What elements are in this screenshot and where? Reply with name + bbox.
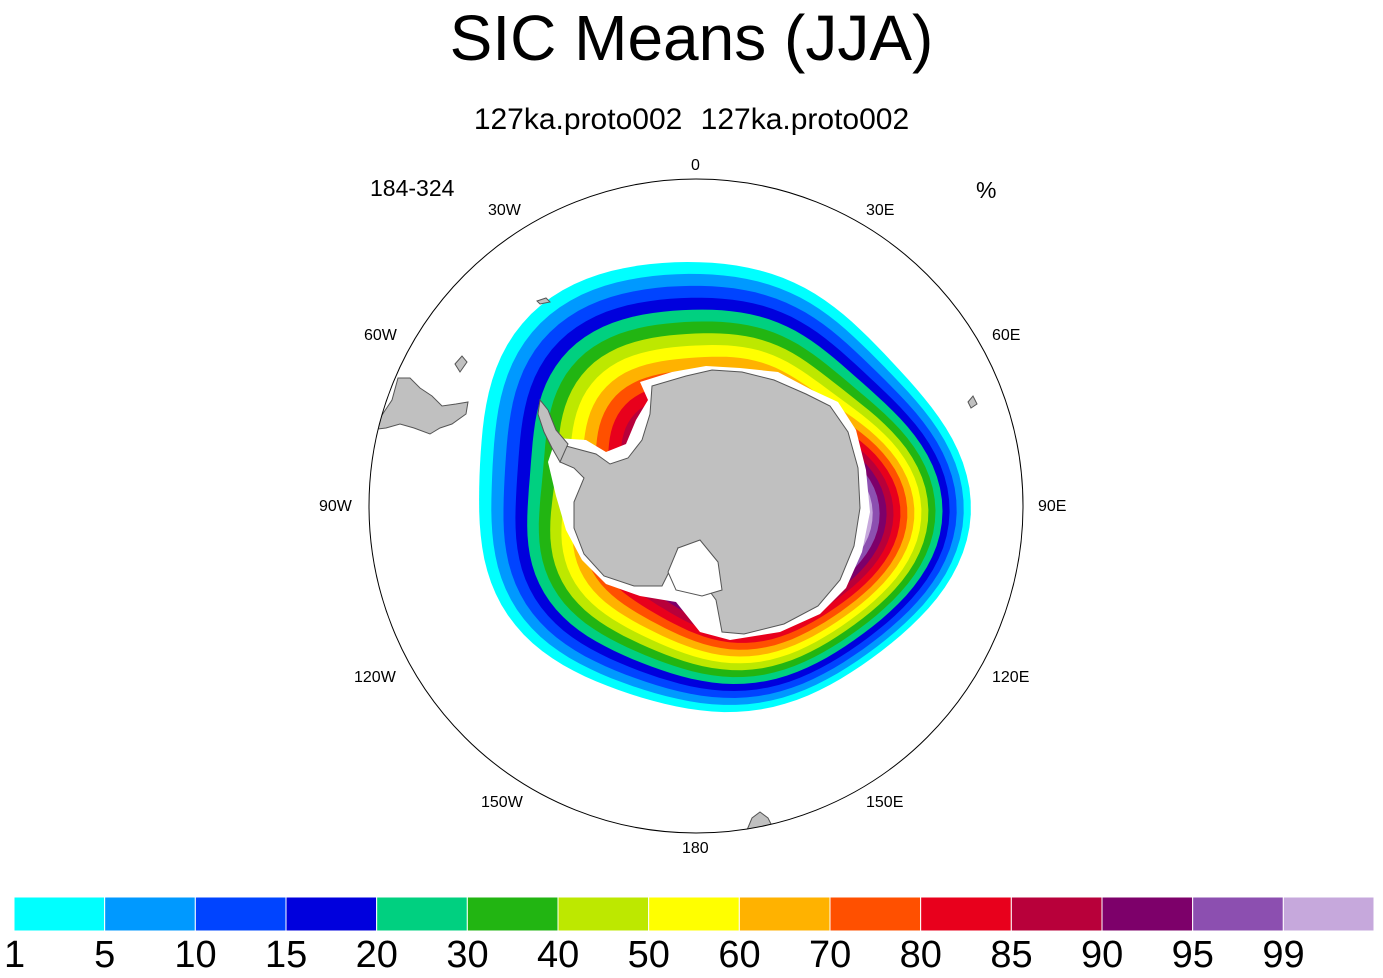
colorbar-swatch xyxy=(920,896,1012,932)
colorbar-label: 1 xyxy=(4,934,26,976)
colorbar-label: 30 xyxy=(446,934,489,976)
colorbar-swatch xyxy=(466,896,559,932)
colorbar-label: 95 xyxy=(1171,934,1214,976)
lon-label-0: 0 xyxy=(691,157,700,174)
lon-label-90w: 90W xyxy=(319,498,352,515)
island-kerguelen xyxy=(967,395,978,409)
colorbar-swatch xyxy=(557,896,650,932)
colorbar-swatch xyxy=(1192,896,1284,932)
lon-label-30e: 30E xyxy=(866,202,895,219)
colorbar-swatch xyxy=(1282,896,1375,932)
island-south-georgia xyxy=(536,297,552,305)
map-perimeter xyxy=(368,178,1024,834)
lon-label-60w: 60W xyxy=(364,327,397,344)
colorbar-label: 90 xyxy=(1081,934,1124,976)
colorbar-label: 80 xyxy=(899,934,942,976)
colorbar-label: 50 xyxy=(627,934,670,976)
antarctic-peninsula xyxy=(537,398,569,464)
lon-label-30w: 30W xyxy=(488,202,521,219)
colorbar-label: 20 xyxy=(355,934,398,976)
colorbar-swatch xyxy=(738,896,831,932)
lon-label-150e: 150E xyxy=(866,794,904,811)
lon-label-90e: 90E xyxy=(1038,498,1067,515)
colorbar-swatch xyxy=(13,896,106,932)
colorbar-label: 10 xyxy=(174,934,217,976)
plot-title: SIC Means (JJA) xyxy=(449,2,934,74)
lon-label-150w: 150W xyxy=(481,794,523,811)
colorbar-swatch xyxy=(1101,896,1194,932)
colorbar-swatch xyxy=(194,896,287,932)
ross-ice-shelf xyxy=(667,539,723,597)
colorbar-label: 99 xyxy=(1262,934,1305,976)
time-range-label: 184-324 xyxy=(370,175,455,201)
lon-label-180: 180 xyxy=(682,840,709,857)
colorbar-swatch xyxy=(376,896,468,932)
colorbar-swatch xyxy=(1010,896,1103,932)
colorbar-label: 5 xyxy=(94,934,116,976)
lon-label-120e: 120E xyxy=(992,669,1030,686)
colorbar-label: 60 xyxy=(718,934,761,976)
colorbar-label: 70 xyxy=(809,934,852,976)
colorbar-swatch xyxy=(648,896,740,932)
lon-label-60e: 60E xyxy=(992,327,1021,344)
plot-subtitle: 127ka.proto002 127ka.proto002 xyxy=(473,103,910,136)
colorbar-label: 40 xyxy=(537,934,580,976)
colorbar-swatch xyxy=(285,896,378,932)
colorbar-label: 85 xyxy=(990,934,1033,976)
falkland-islands xyxy=(454,355,468,373)
south-america-landmass xyxy=(369,377,469,435)
colorbar-swatch xyxy=(829,896,922,932)
colorbar-swatch xyxy=(104,896,196,932)
units-label: % xyxy=(976,177,997,203)
lon-label-120w: 120W xyxy=(354,669,396,686)
colorbar-label: 15 xyxy=(265,934,308,976)
